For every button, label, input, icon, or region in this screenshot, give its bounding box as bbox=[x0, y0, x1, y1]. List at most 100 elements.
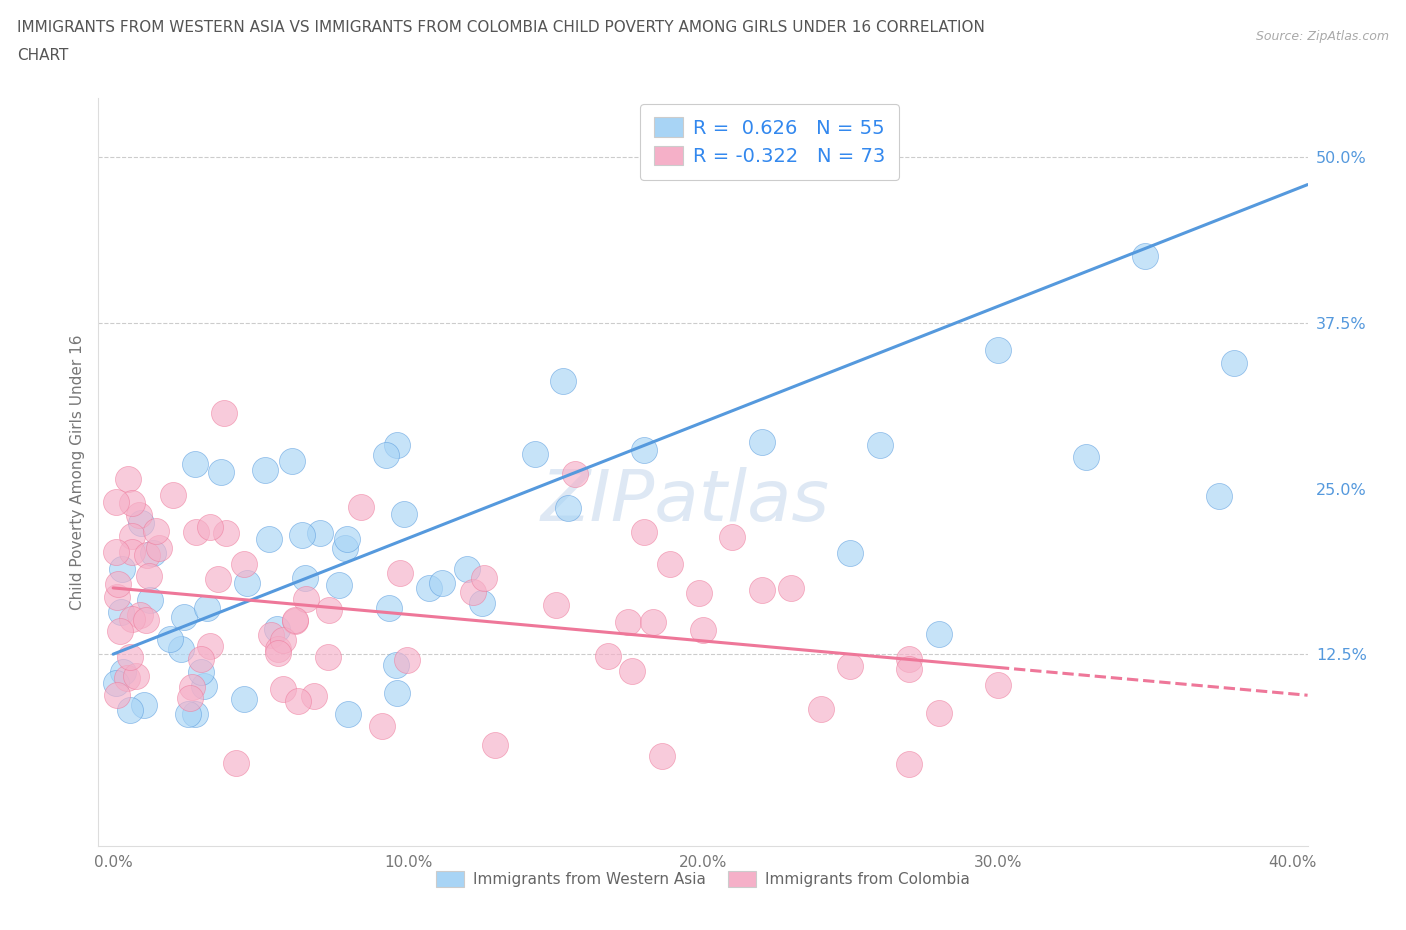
Point bbox=[523, 446, 546, 461]
Point bbox=[148, 540, 170, 555]
Point bbox=[328, 578, 350, 592]
Point bbox=[284, 614, 307, 629]
Point bbox=[118, 650, 141, 665]
Point bbox=[111, 562, 134, 577]
Point bbox=[692, 623, 714, 638]
Point bbox=[633, 525, 655, 539]
Point bbox=[928, 627, 950, 642]
Point bbox=[162, 487, 184, 502]
Point bbox=[159, 631, 181, 646]
Point bbox=[284, 613, 307, 628]
Point bbox=[139, 592, 162, 607]
Point bbox=[142, 546, 165, 561]
Point bbox=[105, 675, 128, 690]
Point bbox=[839, 658, 862, 673]
Point bbox=[385, 685, 408, 700]
Point bbox=[136, 548, 159, 563]
Point bbox=[190, 652, 212, 667]
Point bbox=[180, 680, 202, 695]
Point bbox=[273, 682, 295, 697]
Point bbox=[193, 678, 215, 693]
Point bbox=[225, 756, 247, 771]
Point bbox=[456, 562, 478, 577]
Point bbox=[200, 520, 222, 535]
Point bbox=[184, 457, 207, 472]
Point bbox=[190, 665, 212, 680]
Point bbox=[121, 528, 143, 543]
Point bbox=[898, 757, 921, 772]
Point bbox=[374, 447, 396, 462]
Point bbox=[236, 576, 259, 591]
Point bbox=[267, 645, 290, 660]
Point bbox=[928, 706, 950, 721]
Text: Source: ZipAtlas.com: Source: ZipAtlas.com bbox=[1256, 30, 1389, 43]
Text: IMMIGRANTS FROM WESTERN ASIA VS IMMIGRANTS FROM COLOMBIA CHILD POVERTY AMONG GIR: IMMIGRANTS FROM WESTERN ASIA VS IMMIGRAN… bbox=[17, 20, 984, 35]
Point bbox=[257, 531, 280, 546]
Point bbox=[280, 454, 302, 469]
Point bbox=[751, 435, 773, 450]
Point bbox=[128, 507, 150, 522]
Point bbox=[131, 516, 153, 531]
Point bbox=[350, 499, 373, 514]
Point bbox=[336, 707, 359, 722]
Point bbox=[1208, 489, 1230, 504]
Point bbox=[318, 603, 340, 618]
Point bbox=[233, 557, 256, 572]
Point bbox=[253, 463, 276, 478]
Point bbox=[145, 523, 167, 538]
Point bbox=[598, 648, 620, 663]
Point bbox=[105, 545, 128, 560]
Point bbox=[184, 707, 207, 722]
Point bbox=[179, 691, 201, 706]
Point bbox=[259, 628, 281, 643]
Point bbox=[287, 694, 309, 709]
Point bbox=[170, 642, 193, 657]
Text: ZIPatlas: ZIPatlas bbox=[540, 468, 830, 537]
Point bbox=[392, 507, 415, 522]
Point bbox=[309, 525, 332, 540]
Point bbox=[463, 584, 485, 599]
Point bbox=[267, 642, 290, 657]
Point bbox=[721, 530, 744, 545]
Point bbox=[318, 649, 340, 664]
Point bbox=[333, 540, 356, 555]
Point bbox=[987, 342, 1010, 357]
Point bbox=[385, 658, 408, 672]
Point bbox=[105, 687, 128, 702]
Point bbox=[121, 496, 143, 511]
Point bbox=[117, 472, 139, 486]
Point bbox=[107, 577, 129, 591]
Point bbox=[110, 604, 132, 619]
Point bbox=[839, 546, 862, 561]
Point bbox=[617, 615, 640, 630]
Point bbox=[207, 571, 229, 586]
Point bbox=[1076, 449, 1098, 464]
Point bbox=[658, 556, 681, 571]
Point bbox=[388, 565, 411, 580]
Point bbox=[266, 622, 288, 637]
Point bbox=[273, 632, 295, 647]
Point bbox=[209, 464, 232, 479]
Point bbox=[471, 595, 494, 610]
Point bbox=[1223, 355, 1246, 370]
Point bbox=[336, 532, 359, 547]
Point bbox=[810, 702, 832, 717]
Point bbox=[214, 406, 236, 421]
Point bbox=[987, 678, 1010, 693]
Point bbox=[111, 664, 134, 679]
Point bbox=[294, 570, 316, 585]
Point bbox=[295, 591, 318, 606]
Point bbox=[118, 703, 141, 718]
Point bbox=[125, 669, 148, 684]
Point bbox=[544, 598, 567, 613]
Point bbox=[232, 692, 254, 707]
Point bbox=[564, 467, 586, 482]
Point bbox=[472, 571, 495, 586]
Point bbox=[751, 582, 773, 597]
Point bbox=[1135, 248, 1157, 263]
Point bbox=[378, 601, 401, 616]
Point bbox=[432, 576, 454, 591]
Point bbox=[869, 438, 891, 453]
Point bbox=[129, 607, 152, 622]
Point bbox=[176, 707, 198, 722]
